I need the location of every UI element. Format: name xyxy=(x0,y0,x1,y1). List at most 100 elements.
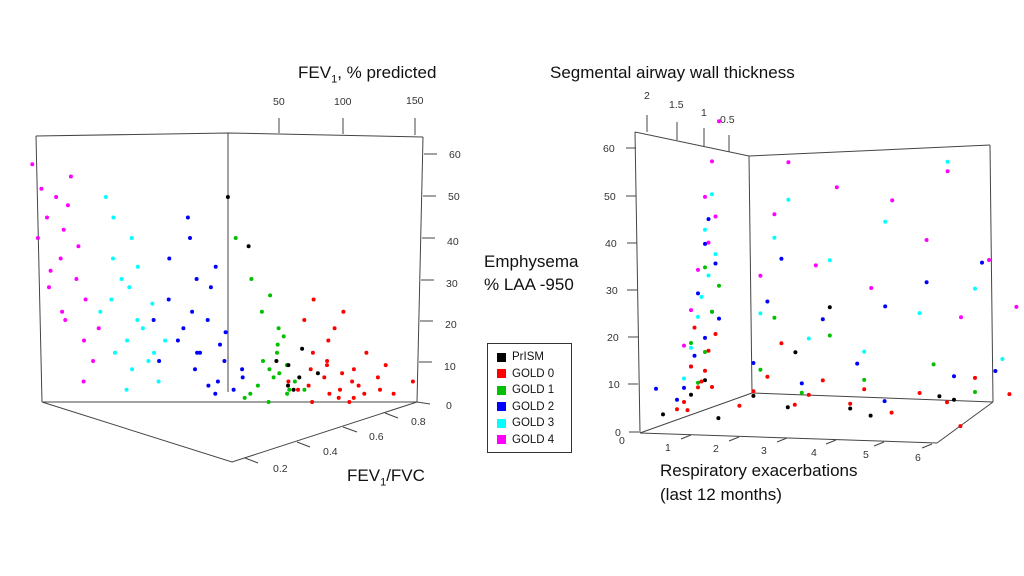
data-point-prism xyxy=(315,371,320,376)
data-point-gold-3 xyxy=(127,285,132,290)
data-point-gold-2 xyxy=(181,326,186,331)
data-point-gold-4 xyxy=(834,185,839,190)
data-point-gold-3 xyxy=(758,311,763,316)
data-point-gold-0 xyxy=(383,363,388,368)
data-point-gold-3 xyxy=(146,359,151,363)
data-point-gold-1 xyxy=(275,342,280,347)
data-point-gold-4 xyxy=(60,309,65,314)
data-point-gold-2 xyxy=(175,338,180,343)
data-point-gold-4 xyxy=(786,160,791,165)
data-point-gold-4 xyxy=(58,256,63,261)
legend-swatch xyxy=(497,385,506,395)
tick-label: 10 xyxy=(444,361,456,373)
data-point-gold-2 xyxy=(924,280,929,285)
data-point-gold-0 xyxy=(341,309,346,314)
data-point-gold-3 xyxy=(152,350,156,355)
data-point-gold-3 xyxy=(706,273,711,278)
data-point-gold-0 xyxy=(391,391,396,396)
data-point-gold-4 xyxy=(39,186,44,191)
data-point-gold-3 xyxy=(129,236,134,240)
data-point-gold-3 xyxy=(130,367,135,372)
data-point-gold-4 xyxy=(1014,304,1019,309)
data-point-gold-2 xyxy=(883,304,888,309)
data-point-gold-2 xyxy=(799,381,804,386)
data-point-gold-3 xyxy=(917,311,922,316)
data-point-gold-2 xyxy=(213,391,218,396)
data-point-gold-4 xyxy=(96,326,101,331)
data-point-gold-2 xyxy=(205,318,210,322)
legend-label: GOLD 2 xyxy=(512,400,555,413)
data-point-gold-1 xyxy=(281,334,286,339)
tick-label: 30 xyxy=(606,285,618,297)
data-point-gold-3 xyxy=(973,286,977,291)
legend-item: GOLD 4 xyxy=(497,432,571,449)
data-point-gold-2 xyxy=(952,374,956,379)
data-point-gold-0 xyxy=(689,364,693,369)
data-point-gold-3 xyxy=(98,309,103,314)
data-point-gold-0 xyxy=(362,391,367,396)
data-point-gold-1 xyxy=(249,277,254,281)
data-point-gold-0 xyxy=(779,341,784,346)
data-point-prism xyxy=(286,363,291,368)
tick-label: 6 xyxy=(915,452,921,464)
right-chart-box xyxy=(626,115,994,449)
data-point-gold-1 xyxy=(267,367,272,372)
data-point-gold-3 xyxy=(945,159,950,164)
data-point-gold-3 xyxy=(713,252,718,257)
left-chart-box xyxy=(35,118,437,464)
data-point-gold-3 xyxy=(827,258,832,263)
data-point-gold-1 xyxy=(799,390,804,395)
data-point-gold-1 xyxy=(703,350,707,354)
data-point-gold-0 xyxy=(737,403,742,408)
data-point-gold-0 xyxy=(696,385,700,390)
data-point-gold-4 xyxy=(54,195,59,199)
data-point-prism xyxy=(225,195,230,199)
tick-label: 30 xyxy=(446,278,458,290)
tick-label: 20 xyxy=(607,332,619,344)
data-point-prism xyxy=(716,416,721,421)
data-point-gold-2 xyxy=(188,236,192,240)
data-point-gold-0 xyxy=(325,363,329,368)
left-tick-labels: 60 50 40 30 20 10 0 0.2 0.4 0.6 0.8 50 1… xyxy=(273,95,461,475)
legend-item: GOLD 3 xyxy=(497,415,571,432)
data-point-gold-4 xyxy=(696,267,700,272)
data-point-gold-3 xyxy=(703,227,707,232)
data-point-gold-0 xyxy=(310,350,315,355)
data-point-gold-2 xyxy=(682,385,686,390)
data-point-gold-2 xyxy=(703,241,707,246)
data-point-prism xyxy=(848,406,853,411)
data-point-gold-0 xyxy=(364,350,369,355)
data-point-gold-0 xyxy=(332,326,337,331)
data-point-gold-2 xyxy=(157,359,162,363)
tick-label: 0 xyxy=(619,435,625,447)
data-point-gold-2 xyxy=(765,299,770,304)
data-point-gold-1 xyxy=(268,293,273,298)
data-point-prism xyxy=(751,393,756,398)
legend: PrISM GOLD 0 GOLD 1 GOLD 2 GOLD 3 GOLD 4 xyxy=(487,343,572,453)
tick-label: 4 xyxy=(811,447,817,459)
data-point-gold-0 xyxy=(347,400,352,404)
data-point-gold-4 xyxy=(758,273,763,278)
data-point-gold-2 xyxy=(706,217,711,222)
data-point-gold-0 xyxy=(713,332,718,336)
legend-swatch xyxy=(497,435,506,445)
data-point-gold-0 xyxy=(917,391,922,395)
data-point-prism xyxy=(689,392,693,397)
data-point-gold-0 xyxy=(806,392,811,397)
data-point-gold-4 xyxy=(63,318,68,322)
tick-label: 60 xyxy=(603,143,615,155)
data-point-gold-2 xyxy=(779,256,784,261)
data-point-gold-1 xyxy=(292,379,297,384)
legend-swatch xyxy=(497,418,506,428)
data-point-gold-2 xyxy=(675,397,679,402)
data-point-prism xyxy=(661,412,665,417)
data-point-gold-2 xyxy=(208,285,213,290)
data-point-prism xyxy=(286,383,290,388)
tick-label: 1 xyxy=(701,107,707,119)
data-point-gold-3 xyxy=(124,387,129,392)
data-point-gold-2 xyxy=(240,375,245,380)
data-point-gold-4 xyxy=(772,212,777,217)
data-point-gold-3 xyxy=(163,338,168,343)
tick-label: 20 xyxy=(445,319,457,331)
